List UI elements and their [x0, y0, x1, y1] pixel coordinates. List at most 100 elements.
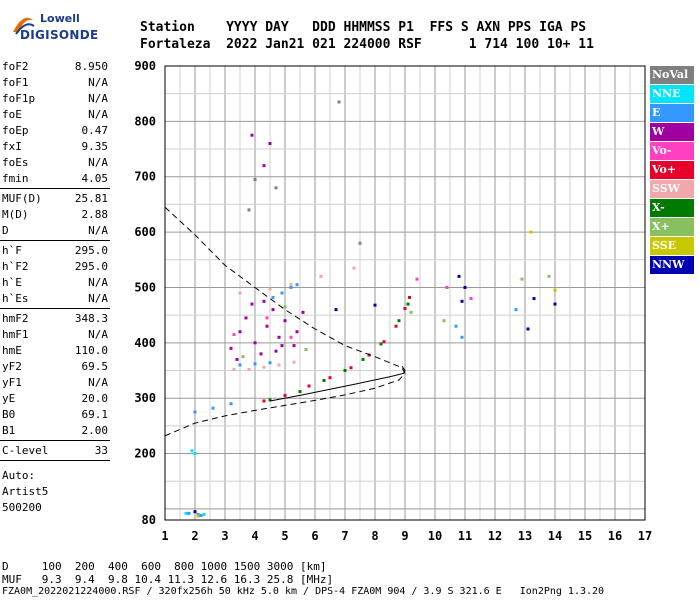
- param-b0: B0 69.1: [2, 407, 108, 423]
- param-value: 25.81: [74, 192, 108, 205]
- data-point: [403, 307, 407, 311]
- data-point: [394, 324, 398, 328]
- param-value: N/A: [88, 328, 108, 341]
- param-h-e: h`E N/A: [2, 275, 108, 291]
- data-point: [229, 402, 233, 406]
- data-point: [460, 299, 464, 303]
- data-point: [196, 512, 200, 516]
- data-point: [253, 178, 257, 181]
- data-point: [259, 352, 263, 356]
- data-point: [274, 186, 278, 190]
- data-point: [283, 393, 287, 397]
- param-fof2: foF2 8.950: [2, 59, 108, 75]
- data-point: [283, 305, 287, 309]
- y-tick-label: 700: [134, 170, 156, 184]
- data-point: [283, 319, 287, 323]
- data-point: [352, 266, 356, 270]
- param-separator: [0, 308, 110, 309]
- data-point: [397, 319, 401, 323]
- auto-scaling-line: Artist5: [2, 485, 49, 498]
- data-point: [532, 297, 536, 301]
- data-point: [250, 133, 254, 137]
- data-point: [289, 283, 293, 287]
- data-point: [202, 512, 206, 516]
- data-point: [235, 357, 239, 361]
- data-point: [514, 308, 518, 312]
- param-value: N/A: [88, 224, 108, 237]
- param-key: C-level: [2, 444, 49, 457]
- param-value: N/A: [88, 156, 108, 169]
- param-separator: [0, 240, 110, 241]
- legend-item-x-: X-: [650, 199, 694, 217]
- data-point: [373, 303, 377, 307]
- param-value: N/A: [88, 108, 108, 121]
- param-key: foE: [2, 108, 22, 121]
- data-point: [241, 355, 245, 359]
- param-hmf2: hmF2 348.3: [2, 311, 108, 327]
- data-point: [211, 406, 215, 410]
- data-point: [238, 291, 242, 295]
- auto-scaling-line: Auto:: [2, 469, 36, 482]
- y-tick-label: 500: [134, 280, 156, 294]
- x-tick-label: 5: [281, 529, 288, 543]
- param-separator: [0, 188, 110, 189]
- data-point: [193, 510, 197, 514]
- data-point: [337, 100, 341, 104]
- logo-swirl-icon: [13, 17, 35, 35]
- param-key: yF1: [2, 376, 22, 389]
- footer-distance-row: D 100 200 400 600 800 1000 1500 3000 [km…: [2, 560, 327, 573]
- data-point: [277, 363, 281, 367]
- param-value: 33: [94, 444, 108, 457]
- param-key: MUF(D): [2, 192, 42, 205]
- data-point: [238, 363, 242, 367]
- param-fxi: fxI 9.35: [2, 139, 108, 155]
- data-point: [268, 398, 272, 402]
- data-point: [442, 319, 446, 323]
- data-point: [184, 511, 188, 515]
- data-point: [253, 362, 257, 366]
- param-value: 20.0: [81, 392, 109, 405]
- x-tick-label: 15: [578, 529, 592, 543]
- data-point: [244, 316, 248, 320]
- data-point: [190, 449, 194, 453]
- data-point: [277, 335, 281, 339]
- data-point: [322, 378, 326, 382]
- data-point: [358, 241, 362, 245]
- data-point: [289, 285, 293, 289]
- param-key: foEp: [2, 124, 29, 137]
- data-point: [295, 330, 299, 334]
- logo-line2: DIGISONDE: [20, 28, 99, 42]
- data-point: [265, 324, 269, 328]
- legend-item-e: E: [650, 104, 694, 122]
- param-key: hmF2: [2, 312, 29, 325]
- x-tick-label: 9: [401, 529, 408, 543]
- data-point: [292, 344, 296, 348]
- param-foes: foEs N/A: [2, 155, 108, 171]
- param-value: 348.3: [74, 312, 108, 325]
- data-point: [334, 308, 338, 312]
- data-point: [271, 308, 275, 312]
- data-point: [229, 346, 233, 350]
- param-key: h`F2: [2, 260, 29, 273]
- data-point: [268, 142, 272, 146]
- legend-item-x-: X+: [650, 218, 694, 236]
- footer-muf-row: MUF 9.3 9.4 9.8 10.4 11.3 12.6 16.3 25.8…: [2, 573, 334, 586]
- data-point: [529, 230, 533, 234]
- data-point: [406, 302, 410, 306]
- param-hmf1: hmF1 N/A: [2, 327, 108, 343]
- data-point: [454, 324, 458, 328]
- y-tick-label: 600: [134, 225, 156, 239]
- param-yf2: yF2 69.5: [2, 359, 108, 375]
- data-point: [232, 367, 236, 371]
- data-point: [199, 514, 203, 518]
- x-tick-label: 1: [161, 529, 168, 543]
- param-yf1: yF1 N/A: [2, 375, 108, 391]
- data-point: [280, 344, 284, 348]
- param-value: N/A: [88, 92, 108, 105]
- data-point: [553, 288, 557, 292]
- data-point: [271, 295, 275, 299]
- data-point: [268, 287, 272, 291]
- y-tick-label: 300: [134, 391, 156, 405]
- param-key: B0: [2, 408, 16, 421]
